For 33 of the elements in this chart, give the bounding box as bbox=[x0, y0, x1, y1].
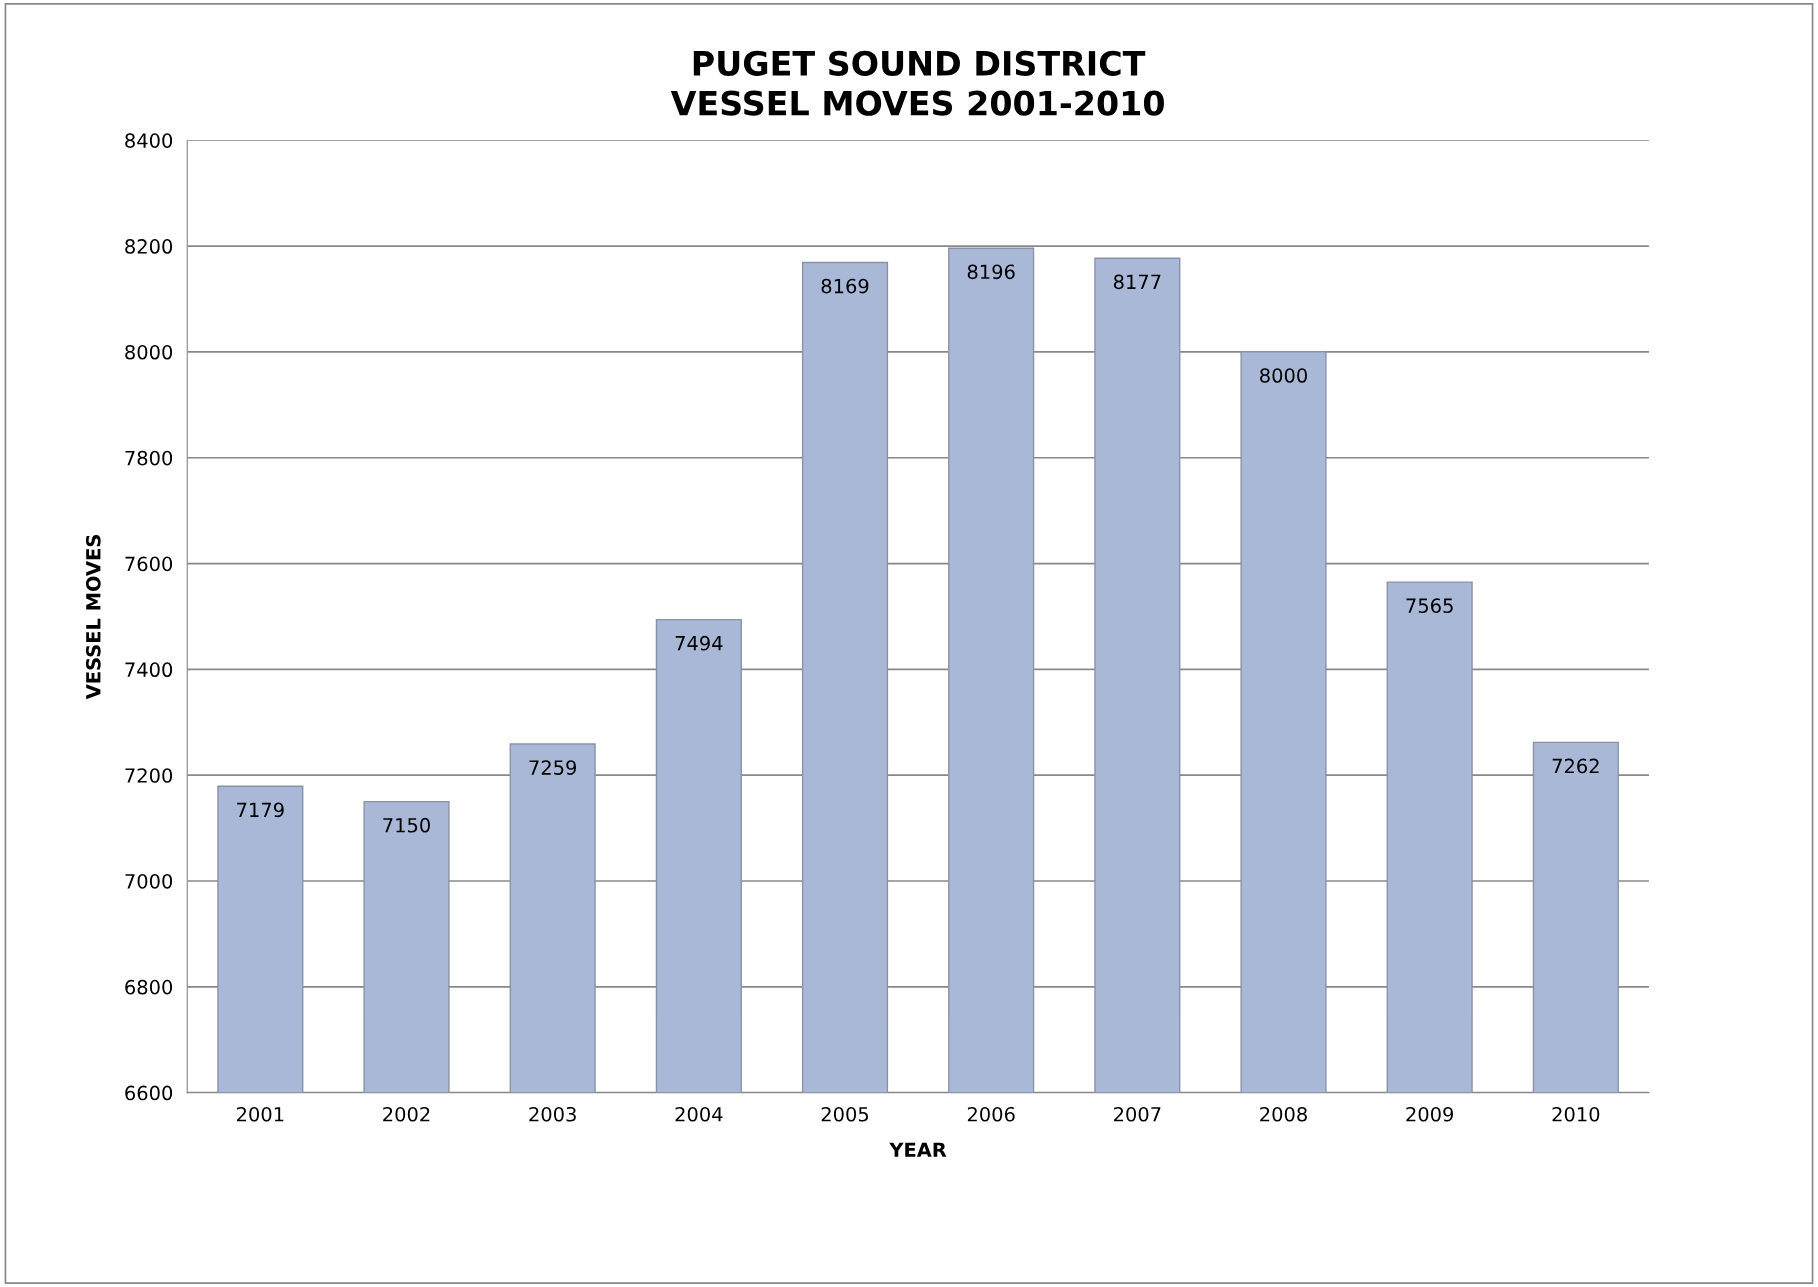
x-tick-label: 2010 bbox=[1552, 1106, 1600, 1122]
y-tick-label: 6600 bbox=[125, 1085, 173, 1101]
y-tick-label: 7400 bbox=[125, 662, 173, 678]
y-tick-label: 6800 bbox=[125, 979, 173, 995]
data-label: 7565 bbox=[1406, 598, 1453, 614]
data-label: 8177 bbox=[1113, 274, 1161, 290]
x-tick-label: 2005 bbox=[821, 1106, 869, 1122]
x-tick-label: 2002 bbox=[383, 1106, 430, 1122]
x-tick-label: 2009 bbox=[1406, 1106, 1454, 1122]
x-tick-label: 2008 bbox=[1260, 1106, 1307, 1122]
data-label: 7259 bbox=[529, 760, 577, 775]
y-tick-label: 8200 bbox=[125, 239, 173, 254]
x-tick-label: 2006 bbox=[967, 1106, 1015, 1122]
y-tick-label: 7600 bbox=[125, 556, 173, 572]
x-tick-label: 2007 bbox=[1114, 1106, 1161, 1122]
data-label: 8196 bbox=[967, 264, 1015, 280]
data-label: 7179 bbox=[237, 802, 284, 818]
x-axis-title: YEAR bbox=[889, 1142, 947, 1157]
y-tick-label: 7800 bbox=[125, 450, 173, 466]
y-tick-label: 8000 bbox=[125, 344, 173, 360]
chart-title: PUGET SOUND DISTRICT VESSEL MOVES 2001-2010 bbox=[670, 50, 1164, 116]
data-label: 8169 bbox=[821, 278, 869, 294]
data-label: 7150 bbox=[383, 817, 430, 833]
x-tick-label: 2003 bbox=[529, 1106, 576, 1122]
y-axis-title: VESSEL MOVES bbox=[85, 535, 101, 700]
data-label: 8000 bbox=[1260, 368, 1307, 383]
data-label: 7262 bbox=[1552, 758, 1599, 774]
y-tick-label: 8400 bbox=[125, 133, 173, 148]
x-tick-label: 2001 bbox=[237, 1106, 284, 1122]
y-tick-label: 7000 bbox=[125, 873, 173, 889]
data-label: 7494 bbox=[675, 635, 723, 651]
y-tick-label: 7200 bbox=[125, 768, 173, 783]
x-tick-label: 2004 bbox=[675, 1106, 723, 1122]
